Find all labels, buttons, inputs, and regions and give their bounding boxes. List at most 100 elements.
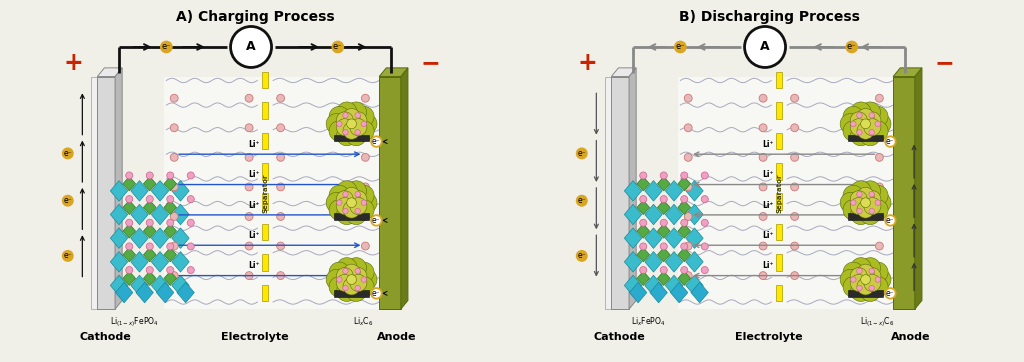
Polygon shape <box>666 181 683 201</box>
Circle shape <box>170 212 178 220</box>
Circle shape <box>343 264 360 281</box>
Circle shape <box>857 191 862 197</box>
Text: +: + <box>577 51 597 75</box>
Circle shape <box>337 258 357 278</box>
Circle shape <box>146 266 154 274</box>
Polygon shape <box>131 228 148 248</box>
Circle shape <box>876 200 881 206</box>
Polygon shape <box>131 204 148 225</box>
Circle shape <box>230 26 271 67</box>
Circle shape <box>857 113 862 118</box>
Circle shape <box>187 172 195 179</box>
Polygon shape <box>143 224 156 238</box>
Polygon shape <box>123 248 135 262</box>
Circle shape <box>361 272 370 279</box>
Circle shape <box>791 124 799 132</box>
Polygon shape <box>686 275 703 296</box>
Polygon shape <box>625 181 642 201</box>
Text: Li⁺: Li⁺ <box>249 171 260 180</box>
Circle shape <box>851 281 871 302</box>
Circle shape <box>350 119 367 136</box>
Circle shape <box>355 191 360 197</box>
Polygon shape <box>123 177 135 191</box>
Polygon shape <box>645 252 663 272</box>
Bar <box>262 132 268 149</box>
Text: Li⁺: Li⁺ <box>763 231 774 240</box>
Circle shape <box>353 185 374 206</box>
Bar <box>776 285 782 301</box>
Circle shape <box>346 181 367 201</box>
Circle shape <box>684 124 692 132</box>
Circle shape <box>850 191 867 208</box>
Polygon shape <box>152 228 169 248</box>
Bar <box>776 72 782 88</box>
Polygon shape <box>686 228 703 248</box>
Polygon shape <box>152 204 169 225</box>
Text: e⁻: e⁻ <box>63 149 72 158</box>
Text: Electrolyte: Electrolyte <box>221 332 289 342</box>
Circle shape <box>791 94 799 102</box>
Polygon shape <box>678 177 690 191</box>
Circle shape <box>660 243 668 250</box>
Text: e⁻: e⁻ <box>578 251 586 260</box>
Bar <box>776 254 782 271</box>
Circle shape <box>337 181 357 201</box>
Circle shape <box>857 209 862 214</box>
Circle shape <box>660 266 668 274</box>
Text: e⁻: e⁻ <box>847 42 857 51</box>
Circle shape <box>187 266 195 274</box>
Polygon shape <box>637 177 649 191</box>
Bar <box>262 193 268 210</box>
Polygon shape <box>637 200 649 215</box>
Circle shape <box>361 121 367 127</box>
Circle shape <box>350 191 367 208</box>
Text: Li⁺: Li⁺ <box>249 140 260 149</box>
Circle shape <box>343 187 360 205</box>
Text: e⁻: e⁻ <box>676 42 685 51</box>
Bar <box>848 135 883 142</box>
Bar <box>164 76 379 309</box>
Polygon shape <box>629 68 636 309</box>
Circle shape <box>336 268 353 285</box>
Circle shape <box>660 219 668 226</box>
Circle shape <box>681 172 688 179</box>
Polygon shape <box>131 252 148 272</box>
Circle shape <box>361 124 370 132</box>
Polygon shape <box>657 248 670 262</box>
Circle shape <box>857 201 874 218</box>
Circle shape <box>170 242 178 250</box>
Circle shape <box>337 125 357 146</box>
Bar <box>262 163 268 180</box>
Polygon shape <box>111 252 128 272</box>
Polygon shape <box>625 275 642 296</box>
Circle shape <box>167 172 174 179</box>
Circle shape <box>850 119 867 136</box>
Text: Li$_x$C$_6$: Li$_x$C$_6$ <box>353 315 374 328</box>
Text: Li⁺: Li⁺ <box>249 261 260 270</box>
Circle shape <box>337 204 357 224</box>
Circle shape <box>870 114 891 134</box>
Circle shape <box>867 277 888 297</box>
Circle shape <box>361 277 367 282</box>
Circle shape <box>343 113 348 118</box>
Circle shape <box>867 185 888 206</box>
Polygon shape <box>164 177 176 191</box>
Polygon shape <box>123 271 135 286</box>
Text: e⁻: e⁻ <box>333 42 343 51</box>
Circle shape <box>329 199 349 220</box>
Circle shape <box>791 153 799 161</box>
Polygon shape <box>650 282 668 303</box>
Text: e⁻: e⁻ <box>372 216 381 225</box>
Text: Anode: Anode <box>891 332 931 342</box>
Circle shape <box>681 219 688 226</box>
Circle shape <box>350 112 367 129</box>
Circle shape <box>343 109 360 126</box>
Circle shape <box>684 272 692 279</box>
Circle shape <box>337 281 357 302</box>
Polygon shape <box>637 224 649 238</box>
Circle shape <box>860 102 881 122</box>
Circle shape <box>759 94 767 102</box>
Circle shape <box>276 124 285 132</box>
Bar <box>678 76 893 309</box>
Polygon shape <box>686 204 703 225</box>
